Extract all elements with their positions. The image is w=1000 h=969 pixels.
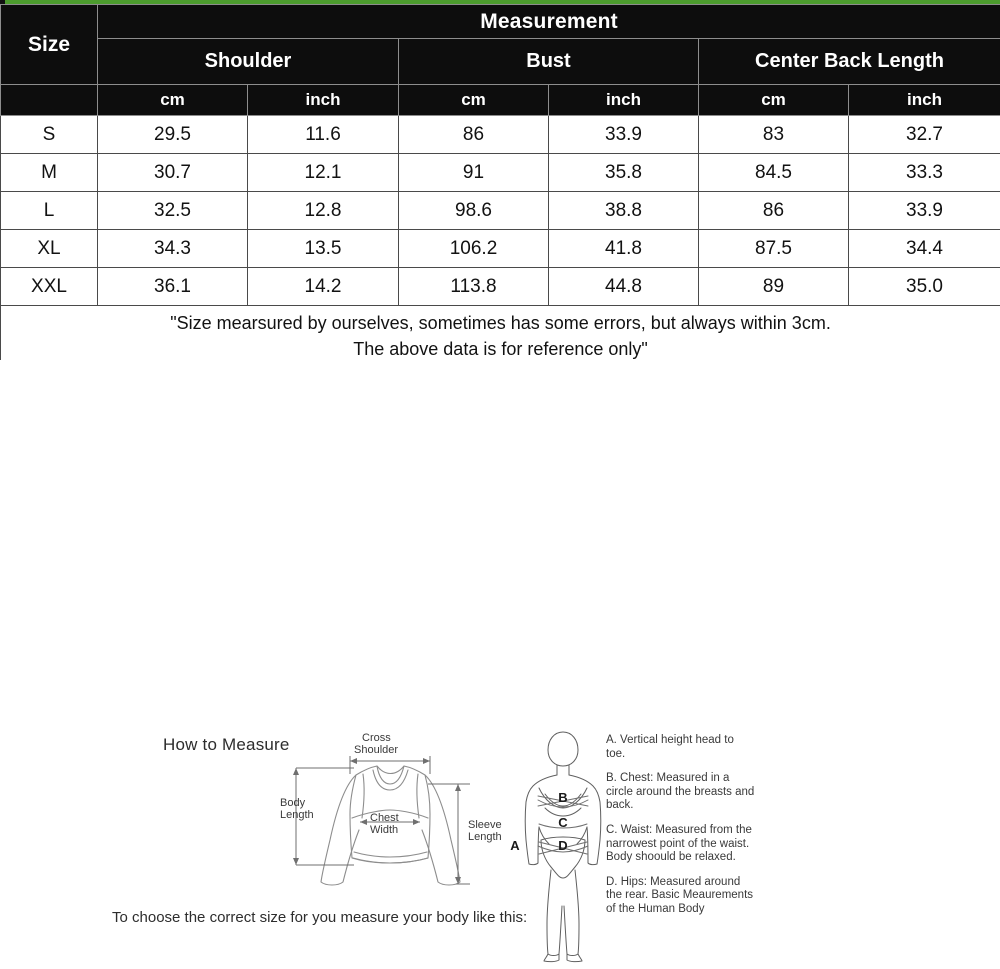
body-measurement-diagram: B C D A bbox=[505, 728, 620, 969]
measurement-notes-list: A. Vertical height head to toe. B. Chest… bbox=[606, 734, 756, 917]
cell-bust-inch: 33.9 bbox=[549, 116, 699, 154]
cell-bust-cm: 98.6 bbox=[399, 192, 549, 230]
measurement-note-d: D. Hips: Measured around the rear. Basic… bbox=[606, 876, 756, 917]
cell-shoulder-inch: 14.2 bbox=[248, 268, 399, 306]
label-chest-width-line1: Chest bbox=[370, 812, 399, 824]
header-unit-cbl-inch: inch bbox=[849, 85, 1000, 116]
cell-cbl-cm: 83 bbox=[699, 116, 849, 154]
header-group-shoulder: Shoulder bbox=[98, 39, 399, 85]
size-disclaimer-line-2: The above data is for reference only" bbox=[7, 336, 994, 362]
header-row-measurement: Size Measurement bbox=[1, 5, 1000, 39]
measurement-note-b: B. Chest: Measured in a circle around th… bbox=[606, 772, 756, 813]
label-chest-width-line2: Width bbox=[370, 824, 398, 836]
cell-bust-inch: 41.8 bbox=[549, 230, 699, 268]
cell-shoulder-cm: 32.5 bbox=[98, 192, 248, 230]
cell-bust-cm: 106.2 bbox=[399, 230, 549, 268]
cell-size: L bbox=[1, 192, 98, 230]
cell-shoulder-cm: 29.5 bbox=[98, 116, 248, 154]
table-row: XL 34.3 13.5 106.2 41.8 87.5 34.4 bbox=[1, 230, 1000, 268]
label-body-length-line1: Body bbox=[280, 797, 306, 809]
label-sleeve-length-line1: Sleeve bbox=[468, 819, 502, 831]
choose-correct-size-text: To choose the correct size for you measu… bbox=[112, 909, 527, 926]
header-row-groups: Shoulder Bust Center Back Length bbox=[1, 39, 1000, 85]
size-chart-table: Size Measurement Shoulder Bust Center Ba… bbox=[0, 4, 1000, 371]
cell-shoulder-cm: 36.1 bbox=[98, 268, 248, 306]
cell-cbl-inch: 33.3 bbox=[849, 154, 1000, 192]
cell-size: XL bbox=[1, 230, 98, 268]
cell-bust-inch: 35.8 bbox=[549, 154, 699, 192]
header-group-bust: Bust bbox=[399, 39, 699, 85]
cell-cbl-inch: 33.9 bbox=[849, 192, 1000, 230]
label-cross-shoulder-line1: Cross bbox=[362, 732, 391, 744]
cell-cbl-inch: 32.7 bbox=[849, 116, 1000, 154]
header-unit-size-blank bbox=[1, 85, 98, 116]
header-unit-bust-cm: cm bbox=[399, 85, 549, 116]
garment-measurement-diagram: Cross Shoulder Body Length Chest Width S… bbox=[280, 728, 505, 908]
cell-cbl-inch: 35.0 bbox=[849, 268, 1000, 306]
header-row-units: cm inch cm inch cm inch bbox=[1, 85, 1000, 116]
cell-cbl-cm: 87.5 bbox=[699, 230, 849, 268]
table-header: Size Measurement Shoulder Bust Center Ba… bbox=[1, 5, 1000, 116]
cell-cbl-cm: 86 bbox=[699, 192, 849, 230]
cell-bust-inch: 44.8 bbox=[549, 268, 699, 306]
how-to-measure-title: How to Measure bbox=[163, 735, 290, 755]
table-row: L 32.5 12.8 98.6 38.8 86 33.9 bbox=[1, 192, 1000, 230]
cell-bust-cm: 91 bbox=[399, 154, 549, 192]
cell-cbl-inch: 34.4 bbox=[849, 230, 1000, 268]
body-marker-a: A bbox=[510, 838, 520, 853]
header-unit-bust-inch: inch bbox=[549, 85, 699, 116]
label-sleeve-length-line2: Length bbox=[468, 831, 502, 843]
table-body: S 29.5 11.6 86 33.9 83 32.7 M 30.7 12.1 … bbox=[1, 116, 1000, 371]
table-row: S 29.5 11.6 86 33.9 83 32.7 bbox=[1, 116, 1000, 154]
header-unit-shoulder-inch: inch bbox=[248, 85, 399, 116]
cell-shoulder-cm: 30.7 bbox=[98, 154, 248, 192]
header-unit-cbl-cm: cm bbox=[699, 85, 849, 116]
header-size: Size bbox=[1, 5, 98, 85]
cell-size: S bbox=[1, 116, 98, 154]
table-row: XXL 36.1 14.2 113.8 44.8 89 35.0 bbox=[1, 268, 1000, 306]
how-to-measure-section: How to Measure To choose the correct siz… bbox=[0, 360, 1000, 606]
cell-size: M bbox=[1, 154, 98, 192]
header-group-center-back-length: Center Back Length bbox=[699, 39, 1000, 85]
cell-cbl-cm: 84.5 bbox=[699, 154, 849, 192]
label-body-length-line2: Length bbox=[280, 809, 314, 821]
cell-bust-cm: 86 bbox=[399, 116, 549, 154]
table-row: M 30.7 12.1 91 35.8 84.5 33.3 bbox=[1, 154, 1000, 192]
cell-shoulder-cm: 34.3 bbox=[98, 230, 248, 268]
cell-shoulder-inch: 12.1 bbox=[248, 154, 399, 192]
header-measurement: Measurement bbox=[98, 5, 1000, 39]
cell-cbl-cm: 89 bbox=[699, 268, 849, 306]
measurement-note-c: C. Waist: Measured from the narrowest po… bbox=[606, 824, 756, 865]
body-marker-b: B bbox=[558, 790, 567, 805]
cell-shoulder-inch: 11.6 bbox=[248, 116, 399, 154]
cell-bust-inch: 38.8 bbox=[549, 192, 699, 230]
cell-bust-cm: 113.8 bbox=[399, 268, 549, 306]
body-marker-c: C bbox=[558, 815, 568, 830]
header-unit-shoulder-cm: cm bbox=[98, 85, 248, 116]
body-marker-d: D bbox=[558, 838, 567, 853]
cell-shoulder-inch: 12.8 bbox=[248, 192, 399, 230]
label-cross-shoulder-line2: Shoulder bbox=[354, 744, 398, 756]
cell-size: XXL bbox=[1, 268, 98, 306]
size-disclaimer-line-1: "Size mearsured by ourselves, sometimes … bbox=[7, 310, 994, 336]
measurement-note-a: A. Vertical height head to toe. bbox=[606, 734, 756, 761]
cell-shoulder-inch: 13.5 bbox=[248, 230, 399, 268]
